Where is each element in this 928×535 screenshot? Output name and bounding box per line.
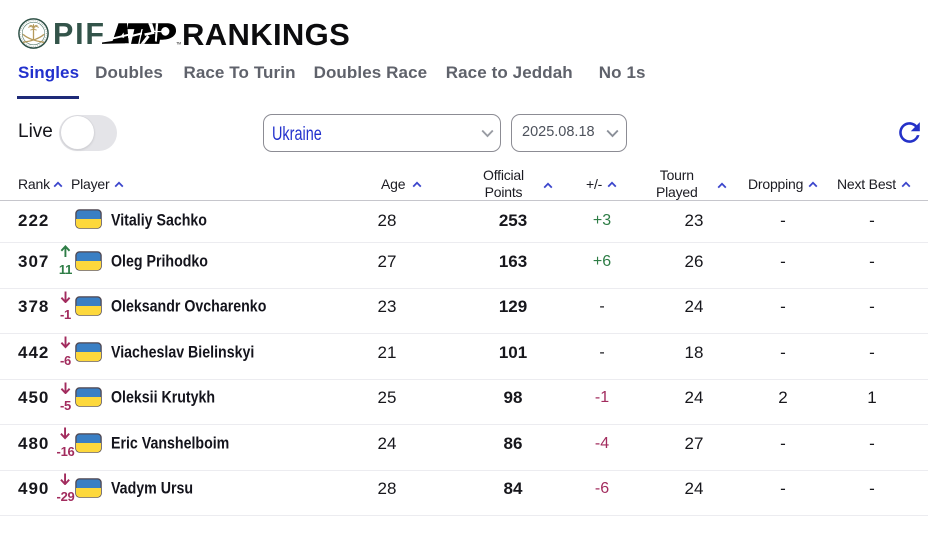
svg-text:TM: TM [176, 42, 181, 46]
